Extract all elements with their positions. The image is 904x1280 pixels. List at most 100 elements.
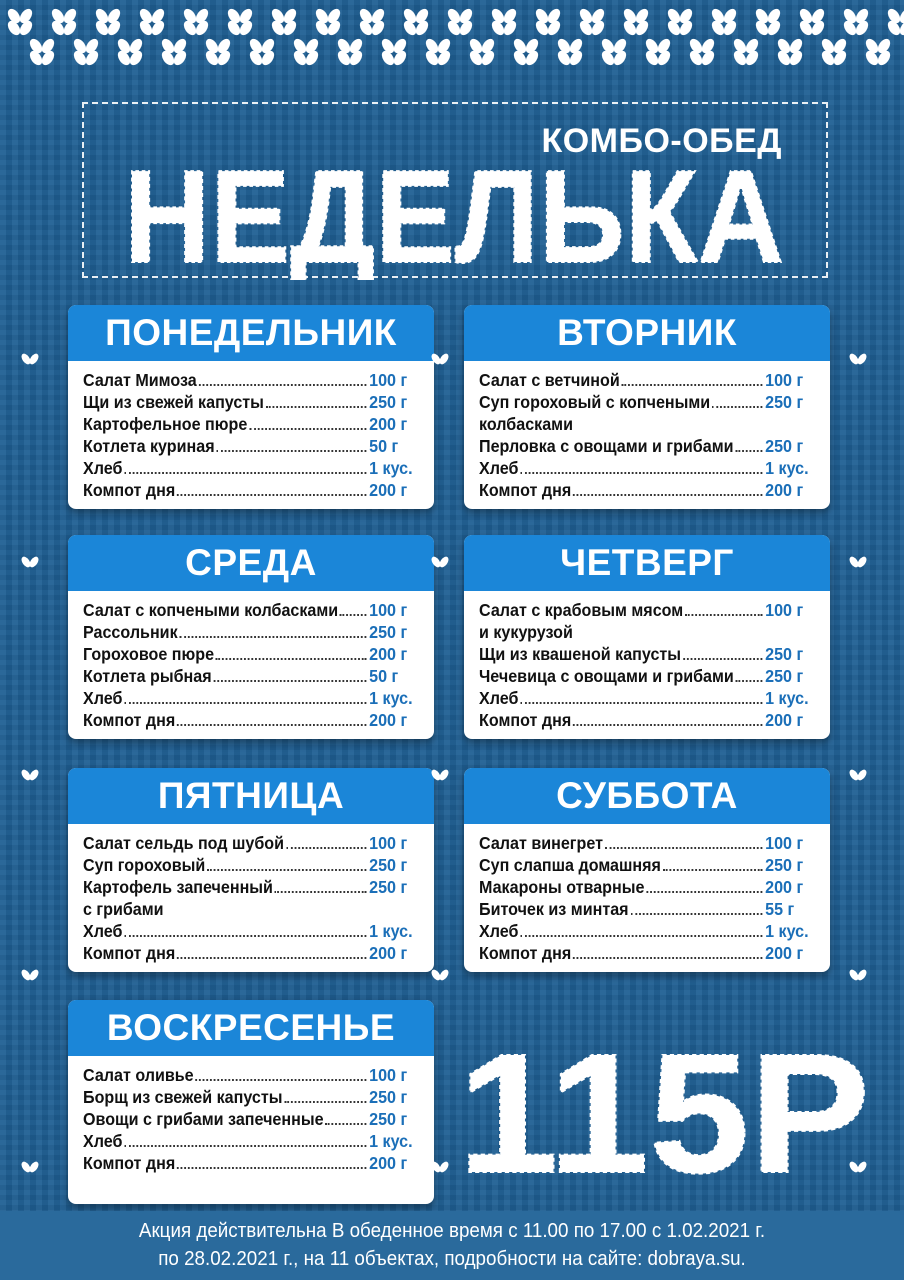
knit-stitch — [601, 38, 627, 66]
dish-weight: 250 г — [369, 392, 408, 412]
dish-name: Биточек из минтая — [479, 899, 629, 919]
dot-leader — [340, 614, 367, 616]
dish-weight: 100 г — [369, 600, 408, 620]
dot-leader — [124, 935, 367, 937]
dish-weight: 250 г — [369, 855, 408, 875]
menu-item: Салат Мимоза 100 г — [83, 369, 417, 391]
knit-border-pattern — [7, 8, 904, 66]
menu-item: Салат с крабовым мясом 100 г — [479, 599, 813, 621]
menu-item: Салат с копчеными колбасками 100 г — [83, 599, 417, 621]
dot-leader — [573, 494, 763, 496]
knit-stitch — [381, 38, 407, 66]
menu-item: Салат сельдь под шубой 100 г — [83, 832, 417, 854]
promo-footer: Акция действительна В обеденное время с … — [0, 1211, 904, 1280]
dish-weight: 200 г — [765, 877, 804, 897]
knit-stitch — [161, 38, 187, 66]
knit-stitch — [777, 38, 803, 66]
knit-stitch — [733, 38, 759, 66]
menu-item: Щи из квашеной капусты 250 г — [479, 643, 813, 665]
dish-name: Салат с ветчиной — [479, 370, 620, 390]
dish-weight: 200 г — [369, 480, 408, 500]
dish-name: Хлеб — [479, 688, 519, 708]
knit-stitch — [95, 8, 121, 36]
dish-weight: 250 г — [369, 1087, 408, 1107]
menu-item: Компот дня 200 г — [83, 1152, 417, 1174]
heart-stitch-icon — [848, 555, 868, 569]
dish-name: Овощи с грибами запеченные — [83, 1109, 324, 1129]
dot-leader — [177, 724, 367, 726]
dot-leader — [207, 869, 367, 871]
heart-stitch-icon — [20, 1160, 40, 1174]
knit-stitch — [821, 38, 847, 66]
dish-weight: 100 г — [765, 600, 804, 620]
dish-name: Компот дня — [83, 480, 176, 500]
knit-stitch — [843, 8, 869, 36]
heart-stitch-icon — [848, 968, 868, 982]
dot-leader — [573, 957, 763, 959]
dish-weight: 1 кус. — [369, 921, 413, 941]
day-menu-card: ВТОРНИК Салат с ветчиной 100 г Суп горох… — [464, 305, 830, 509]
dot-leader — [124, 1145, 367, 1147]
menu-item: Компот дня 200 г — [83, 709, 417, 731]
dish-name: Щи из квашеной капусты — [479, 644, 682, 664]
dish-name: Салат с копчеными колбасками — [83, 600, 339, 620]
knit-stitch — [667, 8, 693, 36]
dish-name: Компот дня — [83, 710, 176, 730]
heart-stitch-icon — [848, 352, 868, 366]
dot-leader — [630, 913, 763, 915]
knit-stitch — [887, 8, 904, 36]
dish-name: Щи из свежей капусты — [83, 392, 264, 412]
dish-name: Картофель запеченный — [83, 877, 273, 897]
day-title: СУББОТА — [464, 768, 830, 824]
heart-stitch-icon — [848, 1160, 868, 1174]
knitted-title: НЕДЕЛЬКА — [123, 142, 785, 280]
knit-stitch — [865, 38, 891, 66]
knit-stitch — [557, 38, 583, 66]
dish-name: Хлеб — [479, 921, 519, 941]
day-menu-card: СУББОТА Салат винегрет 100 г Суп слапша … — [464, 768, 830, 972]
menu-item: Суп гороховый 250 г — [83, 854, 417, 876]
heart-stitch-icon — [848, 768, 868, 782]
dish-name: Хлеб — [83, 458, 123, 478]
menu-item: Котлета рыбная 50 г — [83, 665, 417, 687]
menu-item: Хлеб 1 кус. — [83, 920, 417, 942]
dish-name: Салат сельдь под шубой — [83, 833, 285, 853]
dish-name-continuation: с грибами — [83, 899, 164, 919]
dot-leader — [179, 636, 367, 638]
heart-stitch-icon — [20, 555, 40, 569]
dish-weight: 100 г — [369, 833, 408, 853]
dish-weight: 100 г — [765, 833, 804, 853]
dish-weight: 200 г — [765, 710, 804, 730]
day-menu-card: ВОСКРЕСЕНЬЕ Салат оливье 100 г Борщ из с… — [68, 1000, 434, 1204]
knit-stitch — [491, 8, 517, 36]
dish-weight: 200 г — [369, 414, 408, 434]
knit-stitch — [645, 38, 671, 66]
dot-leader — [573, 724, 763, 726]
dish-name: Салат с крабовым мясом — [479, 600, 684, 620]
heart-stitch-icon — [430, 352, 450, 366]
day-title: ВТОРНИК — [464, 305, 830, 361]
dish-name-continuation: колбасками — [479, 414, 573, 434]
dish-weight: 200 г — [369, 644, 408, 664]
menu-item: Хлеб 1 кус. — [83, 1130, 417, 1152]
dish-weight: 1 кус. — [765, 458, 809, 478]
footer-line-2: по 28.02.2021 г., на 11 объектах, подроб… — [158, 1248, 746, 1270]
menu-item: Компот дня 200 г — [479, 479, 813, 501]
menu-item: Хлеб 1 кус. — [479, 920, 813, 942]
knit-stitch — [579, 8, 605, 36]
dot-leader — [177, 1167, 367, 1169]
knit-stitch — [205, 38, 231, 66]
dot-leader — [284, 1101, 367, 1103]
dish-name: Хлеб — [83, 1131, 123, 1151]
knit-stitch — [227, 8, 253, 36]
title-frame: КОМБО-ОБЕД НЕДЕЛЬКА — [82, 102, 828, 280]
dish-name: Хлеб — [83, 688, 123, 708]
dot-leader — [249, 428, 367, 430]
dish-name: Котлета куриная — [83, 436, 215, 456]
menu-item: Компот дня 200 г — [83, 479, 417, 501]
price-text: 115Р — [458, 1030, 870, 1180]
knit-stitch — [249, 38, 275, 66]
dish-weight: 250 г — [765, 644, 804, 664]
knit-stitch — [469, 38, 495, 66]
heart-stitch-icon — [20, 768, 40, 782]
